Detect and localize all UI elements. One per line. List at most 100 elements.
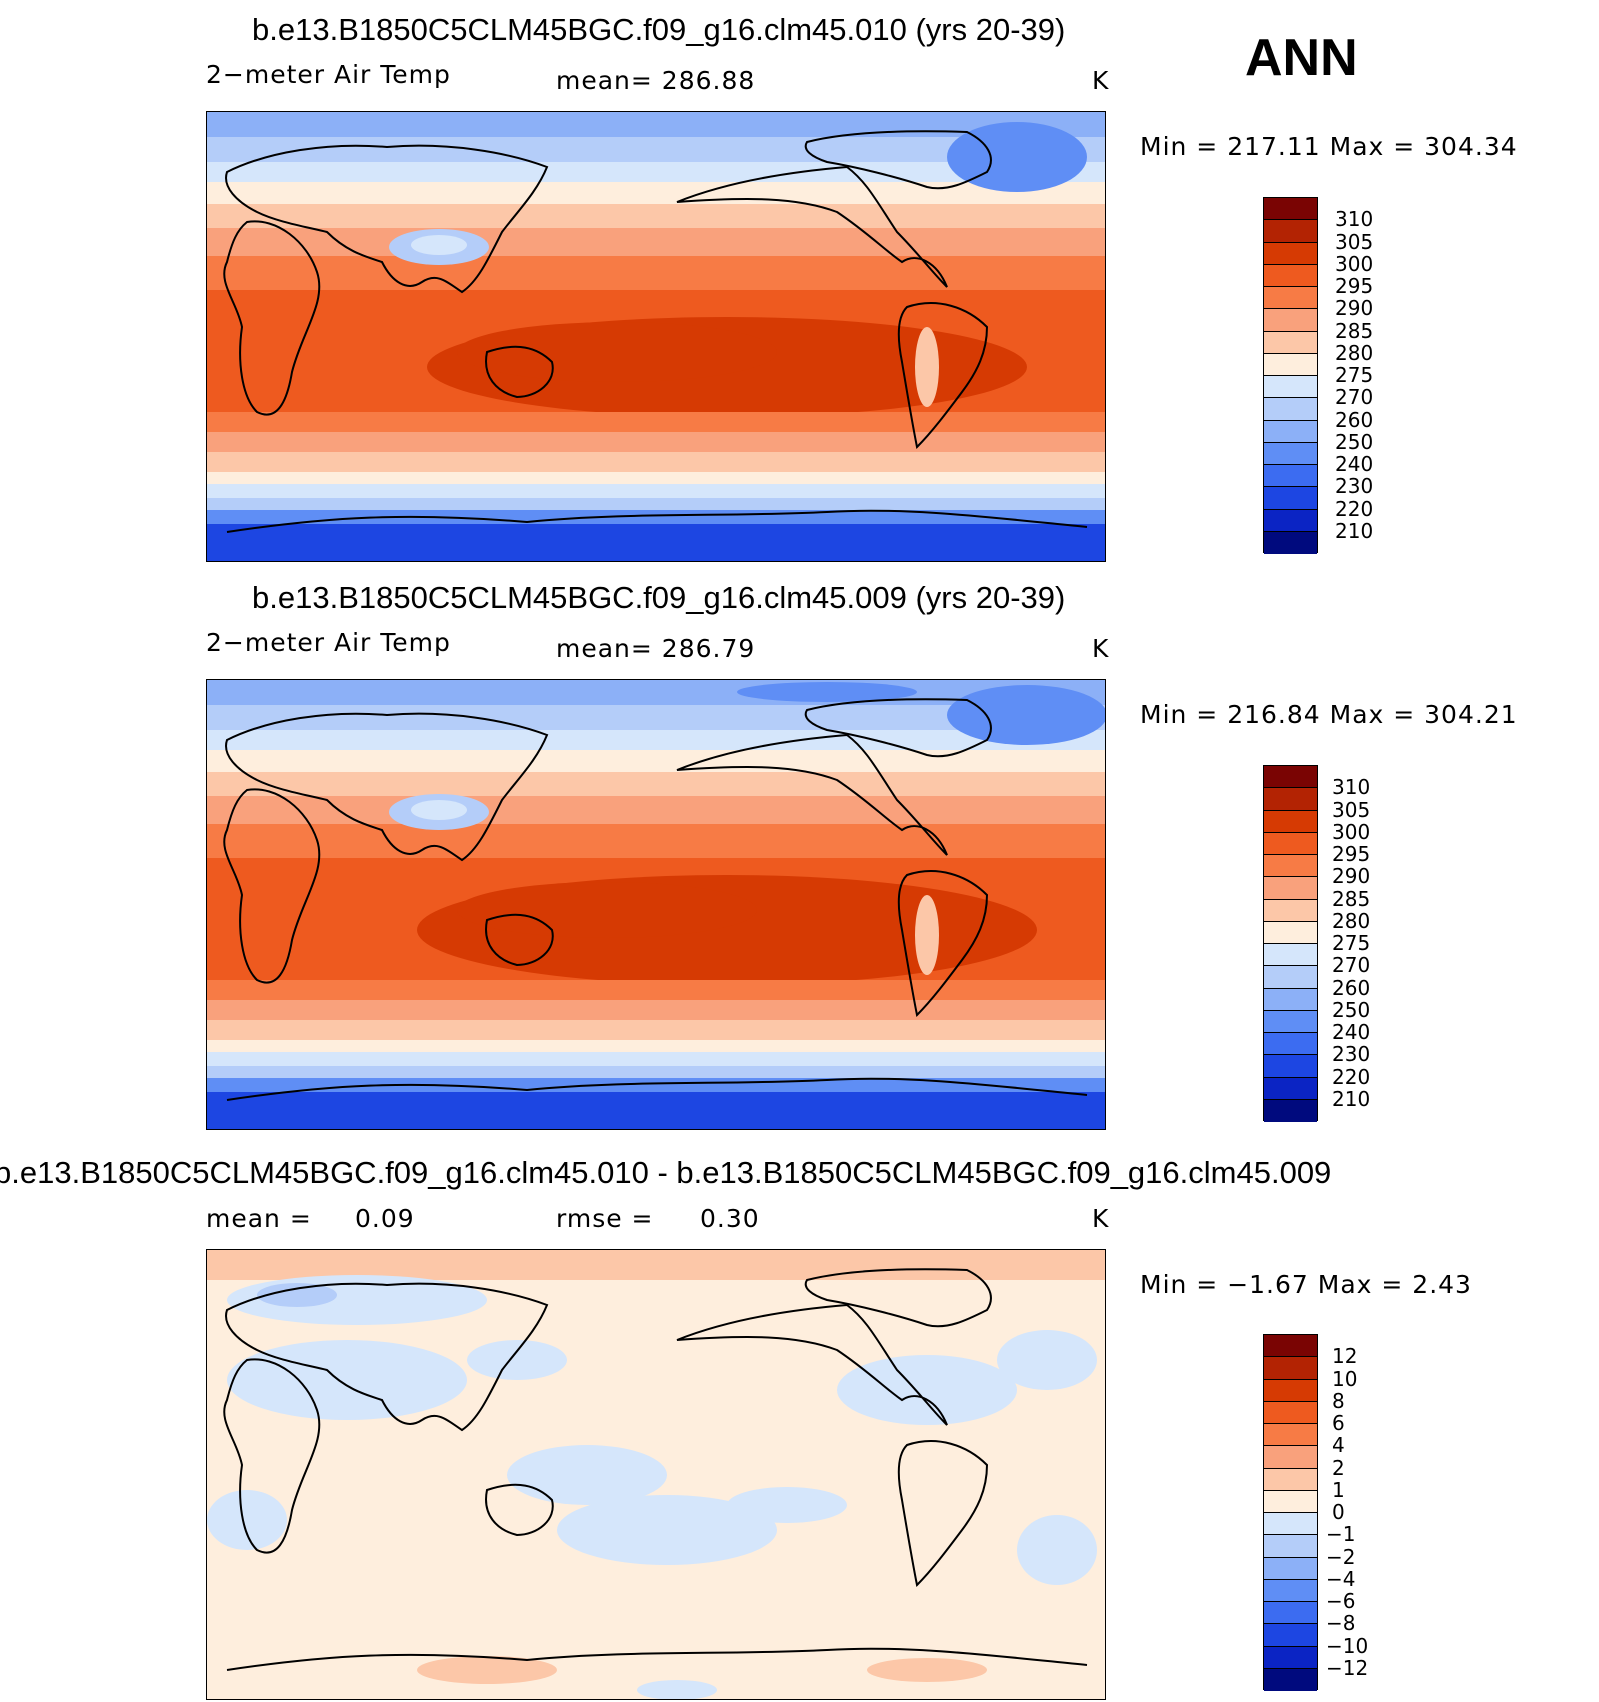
- colorbar-tick-label: 260: [1332, 975, 1371, 1000]
- panel2-map-canvas: [207, 680, 1105, 1129]
- colorbar-tick-label: 220: [1332, 1064, 1371, 1089]
- colorbar-tick-label: 300: [1332, 819, 1371, 844]
- colorbar-swatch: [1264, 788, 1317, 811]
- colorbar-tick-label: 310: [1332, 775, 1371, 800]
- colorbar-tick-label: 250: [1332, 997, 1371, 1022]
- colorbar-tick-label: 260: [1335, 407, 1374, 432]
- colorbar-swatch: [1264, 966, 1317, 989]
- colorbar-tick-label: 300: [1335, 251, 1374, 276]
- colorbar-tick-label: −12: [1326, 1655, 1369, 1680]
- colorbar-tick-label: 0: [1332, 1500, 1345, 1524]
- colorbar-tick-label: 240: [1335, 452, 1374, 476]
- colorbar-swatch: [1264, 1010, 1317, 1033]
- colorbar-tick-label: 285: [1332, 886, 1371, 911]
- colorbar-swatch: [1264, 1033, 1317, 1056]
- panel1-mean-label: mean= 286.88: [556, 66, 756, 95]
- colorbar-swatch: [1264, 1490, 1317, 1513]
- colorbar-tick-label: 6: [1332, 1411, 1345, 1435]
- colorbar-tick-label: 290: [1332, 864, 1371, 889]
- colorbar-swatch: [1264, 287, 1317, 310]
- panel1-colorbar: [1263, 197, 1318, 554]
- colorbar-tick-label: 12: [1332, 1344, 1358, 1369]
- season-label: ANN: [1245, 29, 1358, 87]
- colorbar-swatch: [1264, 309, 1317, 332]
- colorbar-swatch: [1264, 1535, 1317, 1558]
- colorbar-tick-label: 8: [1332, 1388, 1345, 1413]
- colorbar-tick-label: 220: [1335, 496, 1374, 521]
- colorbar-tick-label: 275: [1335, 363, 1374, 387]
- colorbar-tick-label: 210: [1335, 518, 1374, 543]
- colorbar-tick-label: 250: [1335, 429, 1374, 454]
- colorbar-swatch: [1264, 877, 1317, 900]
- panel1-title: b.e13.B1850C5CLM45BGC.f09_g16.clm45.010 …: [252, 12, 1066, 47]
- colorbar-swatch: [1264, 944, 1317, 967]
- colorbar-tick-label: −2: [1326, 1544, 1356, 1569]
- panel3-title: b.e13.B1850C5CLM45BGC.f09_g16.clm45.010 …: [0, 1155, 1332, 1190]
- panel2-units-label: K: [1092, 634, 1110, 663]
- panel3-rmse-value: 0.30: [700, 1204, 760, 1233]
- panel3-mean-value: 0.09: [355, 1204, 415, 1233]
- colorbar-swatch: [1264, 988, 1317, 1011]
- colorbar-tick-label: 10: [1332, 1366, 1358, 1391]
- colorbar-swatch: [1264, 766, 1317, 789]
- colorbar-tick-label: 2: [1332, 1455, 1345, 1480]
- colorbar-swatch: [1264, 1468, 1317, 1491]
- colorbar-swatch: [1264, 420, 1317, 443]
- colorbar-tick-label: 275: [1332, 931, 1371, 955]
- panel3-map-canvas: [207, 1250, 1105, 1699]
- panel3-rmse-label: rmse =: [556, 1204, 654, 1233]
- colorbar-tick-label: 295: [1335, 274, 1374, 298]
- colorbar-swatch: [1264, 899, 1317, 922]
- panel1-map-canvas: [207, 112, 1105, 561]
- colorbar-tick-label: −1: [1326, 1522, 1356, 1547]
- panel3-map: [206, 1249, 1106, 1700]
- colorbar-tick-label: 240: [1332, 1020, 1371, 1044]
- panel3-units-label: K: [1092, 1204, 1110, 1233]
- colorbar-swatch: [1264, 1357, 1317, 1380]
- colorbar-tick-label: 280: [1332, 908, 1371, 933]
- colorbar-swatch: [1264, 1557, 1317, 1580]
- panel2-range-label: Min = 216.84 Max = 304.21: [1140, 700, 1518, 729]
- panel3-mean-label: mean =: [206, 1204, 312, 1233]
- colorbar-tick-label: 310: [1335, 207, 1374, 232]
- colorbar-tick-label: −8: [1326, 1611, 1356, 1636]
- colorbar-swatch: [1264, 1624, 1317, 1647]
- panel2-mean-label: mean= 286.79: [556, 634, 756, 663]
- colorbar-tick-label: 290: [1335, 296, 1374, 321]
- colorbar-tick-label: 305: [1335, 229, 1374, 254]
- colorbar-swatch: [1264, 1579, 1317, 1602]
- colorbar-swatch: [1264, 1668, 1317, 1691]
- colorbar-swatch: [1264, 376, 1317, 399]
- colorbar-swatch: [1264, 353, 1317, 376]
- colorbar-swatch: [1264, 198, 1317, 221]
- colorbar-swatch: [1264, 921, 1317, 944]
- colorbar-tick-label: 285: [1335, 318, 1374, 343]
- panel2-map: [206, 679, 1106, 1130]
- panel1-range-label: Min = 217.11 Max = 304.34: [1140, 132, 1518, 161]
- colorbar-swatch: [1264, 1077, 1317, 1100]
- colorbar-swatch: [1264, 1513, 1317, 1536]
- colorbar-swatch: [1264, 1055, 1317, 1078]
- colorbar-tick-label: 280: [1335, 340, 1374, 365]
- colorbar-tick-label: 1: [1332, 1477, 1345, 1502]
- colorbar-swatch: [1264, 509, 1317, 532]
- panel1-map: [206, 111, 1106, 562]
- panel3-colorbar: [1263, 1334, 1318, 1691]
- colorbar-swatch: [1264, 1099, 1317, 1122]
- colorbar-swatch: [1264, 1424, 1317, 1447]
- colorbar-swatch: [1264, 465, 1317, 488]
- colorbar-swatch: [1264, 810, 1317, 833]
- colorbar-tick-label: 210: [1332, 1086, 1371, 1111]
- colorbar-swatch: [1264, 1602, 1317, 1625]
- panel1-variable-label: 2−meter Air Temp: [206, 60, 451, 89]
- panel2-colorbar: [1263, 765, 1318, 1122]
- colorbar-swatch: [1264, 220, 1317, 243]
- colorbar-swatch: [1264, 531, 1317, 554]
- colorbar-swatch: [1264, 398, 1317, 421]
- colorbar-tick-label: 270: [1335, 385, 1374, 410]
- colorbar-swatch: [1264, 1446, 1317, 1469]
- panel3-range-label: Min = −1.67 Max = 2.43: [1140, 1270, 1472, 1299]
- colorbar-swatch: [1264, 832, 1317, 855]
- colorbar-swatch: [1264, 487, 1317, 510]
- panel2-title: b.e13.B1850C5CLM45BGC.f09_g16.clm45.009 …: [252, 580, 1066, 615]
